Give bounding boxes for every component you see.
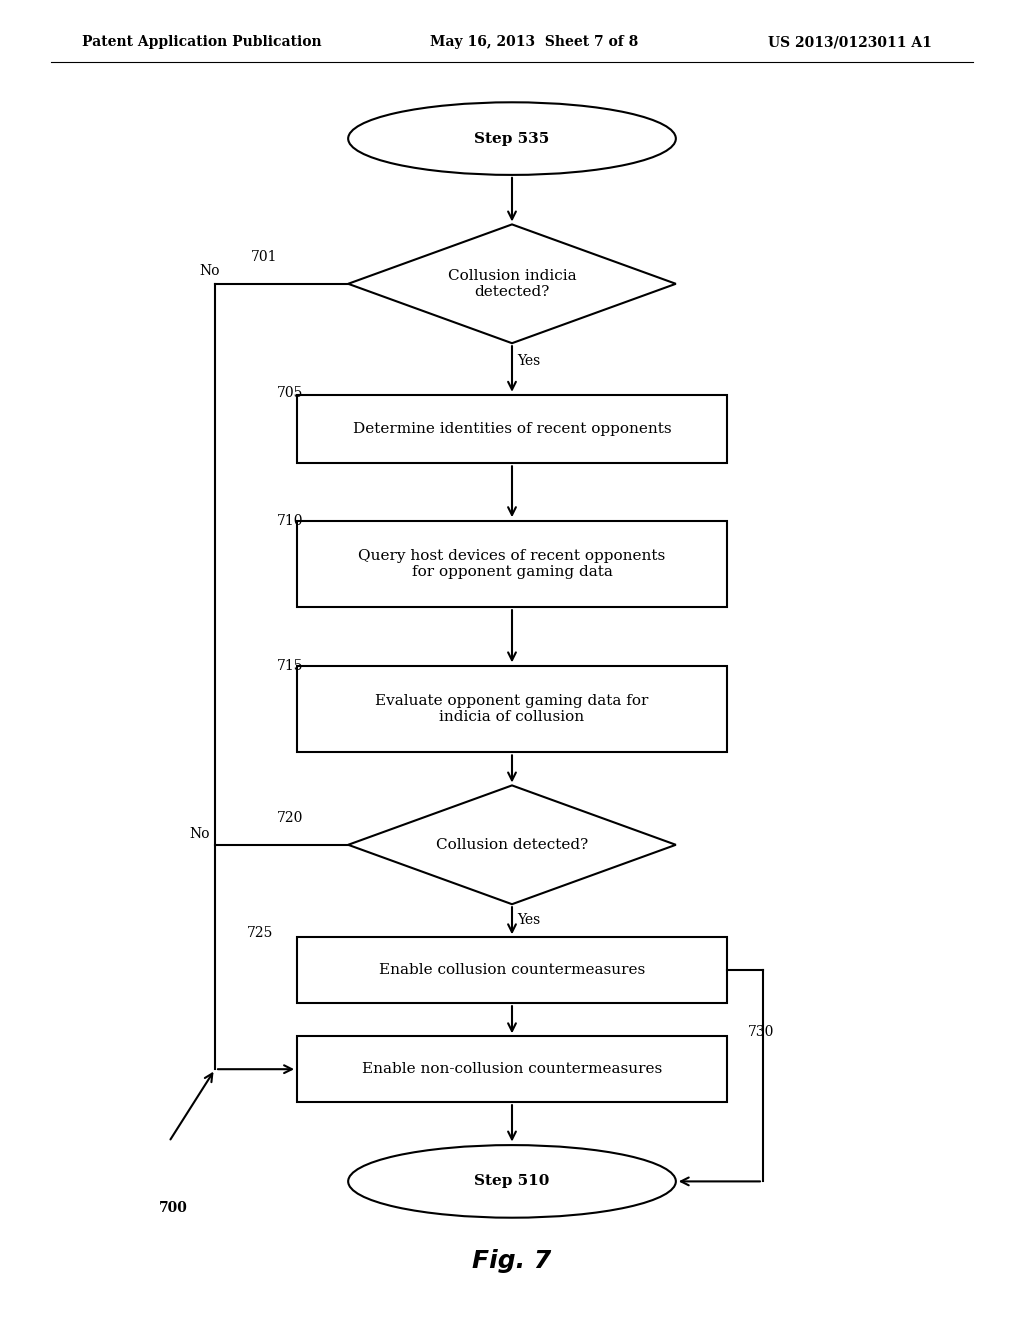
Text: 701: 701 — [251, 249, 278, 264]
Text: Yes: Yes — [517, 913, 541, 928]
Text: 715: 715 — [276, 659, 303, 673]
Text: Yes: Yes — [517, 354, 541, 368]
Text: 700: 700 — [159, 1201, 187, 1216]
Text: Fig. 7: Fig. 7 — [472, 1249, 552, 1272]
Text: Enable collusion countermeasures: Enable collusion countermeasures — [379, 964, 645, 977]
Text: Patent Application Publication: Patent Application Publication — [82, 36, 322, 49]
Text: 705: 705 — [276, 385, 303, 400]
Text: Evaluate opponent gaming data for
indicia of collusion: Evaluate opponent gaming data for indici… — [376, 694, 648, 723]
Text: Collusion indicia
detected?: Collusion indicia detected? — [447, 269, 577, 298]
Text: Collusion detected?: Collusion detected? — [436, 838, 588, 851]
Text: 710: 710 — [276, 513, 303, 528]
Text: May 16, 2013  Sheet 7 of 8: May 16, 2013 Sheet 7 of 8 — [430, 36, 638, 49]
Text: 725: 725 — [247, 925, 273, 940]
Text: No: No — [200, 264, 220, 277]
Text: US 2013/0123011 A1: US 2013/0123011 A1 — [768, 36, 932, 49]
Text: Determine identities of recent opponents: Determine identities of recent opponents — [352, 422, 672, 436]
Text: 730: 730 — [748, 1024, 774, 1039]
Text: Step 535: Step 535 — [474, 132, 550, 145]
Text: No: No — [189, 828, 210, 841]
Text: Step 510: Step 510 — [474, 1175, 550, 1188]
Text: Query host devices of recent opponents
for opponent gaming data: Query host devices of recent opponents f… — [358, 549, 666, 578]
Text: 720: 720 — [276, 810, 303, 825]
Text: Enable non-collusion countermeasures: Enable non-collusion countermeasures — [361, 1063, 663, 1076]
